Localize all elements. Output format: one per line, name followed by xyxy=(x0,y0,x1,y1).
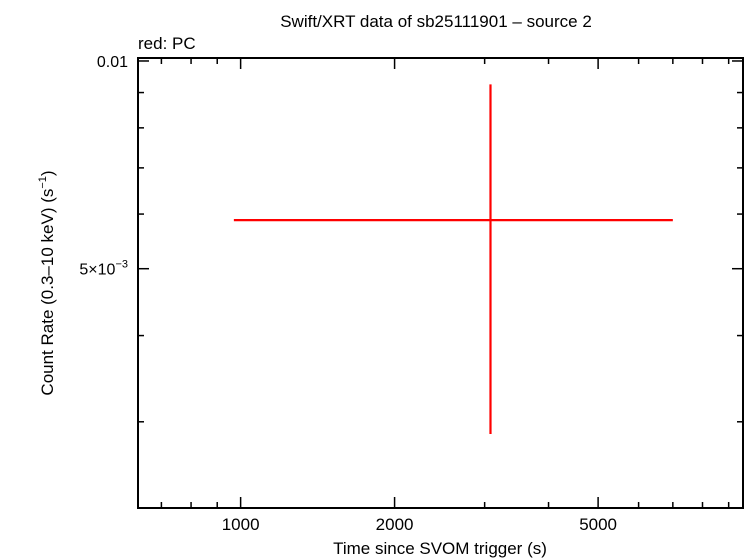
y-axis-label: Count Rate (0.3–10 keV) (s−1) xyxy=(37,170,57,395)
chart-title: Swift/XRT data of sb25111901 – source 2 xyxy=(280,12,592,31)
x-tick-label: 1000 xyxy=(222,515,260,534)
y-axis-label-main: Count Rate (0.3–10 keV) (s xyxy=(38,189,57,396)
x-axis-label: Time since SVOM trigger (s) xyxy=(333,539,547,558)
y-axis-label-exponent: −1 xyxy=(37,176,49,189)
chart-subtitle: red: PC xyxy=(138,34,196,53)
data-series xyxy=(233,84,673,435)
axis-ticks: 1000 2000 5000 0.01 5×10−3 xyxy=(79,54,743,534)
x-tick-label: 2000 xyxy=(376,515,414,534)
y-axis-label-end: ) xyxy=(38,170,57,176)
x-tick-label: 5000 xyxy=(579,515,617,534)
y-tick-label-base: 5×10 xyxy=(79,262,115,279)
y-tick-label: 5×10−3 xyxy=(79,259,128,279)
y-tick-label-exponent: −3 xyxy=(115,259,128,271)
plot-frame xyxy=(137,57,744,509)
y-tick-label: 0.01 xyxy=(97,54,128,71)
